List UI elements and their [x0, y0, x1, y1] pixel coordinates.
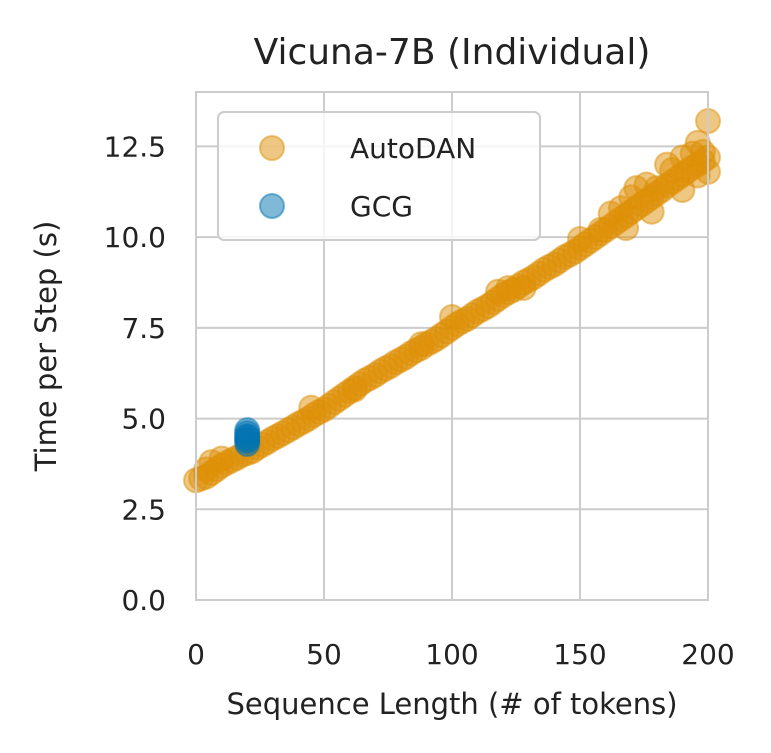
y-tick-label: 5.0 [121, 403, 166, 436]
x-tick-label: 150 [553, 638, 606, 671]
scatter-marks [183, 108, 721, 494]
x-axis-ticks: 0 50 100 150 200 [187, 638, 735, 671]
plot-frame [195, 91, 709, 601]
y-tick-label: 2.5 [121, 493, 166, 526]
scatter-point-autodan [638, 198, 665, 225]
y-axis-ticks: 0.0 2.5 5.0 7.5 10.0 12.5 [104, 130, 166, 617]
y-tick-label: 0.0 [121, 584, 166, 617]
scatter-point-autodan [208, 445, 235, 472]
scatter-point-autodan [298, 394, 325, 421]
y-axis-label: Time per Step (s) [29, 221, 63, 473]
x-tick-label: 50 [306, 638, 342, 671]
y-tick-label: 7.5 [121, 312, 166, 345]
y-tick-label: 10.0 [104, 221, 166, 254]
legend-label-autodan: AutoDAN [350, 132, 476, 165]
legend-marker-autodan [259, 135, 285, 161]
x-tick-label: 0 [187, 638, 205, 671]
scatter-point-autodan [439, 303, 465, 330]
y-tick-label: 12.5 [104, 130, 166, 163]
legend: AutoDAN GCG [217, 111, 541, 241]
legend-marker-gcg [259, 193, 285, 219]
series-autodan [183, 108, 721, 494]
chart-title: Vicuna-7B (Individual) [254, 32, 651, 73]
x-tick-label: 200 [681, 638, 734, 671]
series-gcg [234, 417, 261, 457]
scatter-point-autodan [613, 215, 640, 242]
scatter-point-autodan [510, 274, 537, 301]
x-axis-label: Sequence Length (# of tokens) [226, 687, 677, 721]
scatter-point-autodan [408, 331, 435, 358]
legend-box [217, 111, 541, 241]
scatter-point-autodan [669, 176, 696, 203]
scatter-point-autodan [341, 376, 368, 403]
x-tick-label: 100 [425, 638, 478, 671]
scatter-point-gcg [234, 417, 261, 444]
legend-label-gcg: GCG [350, 190, 413, 223]
